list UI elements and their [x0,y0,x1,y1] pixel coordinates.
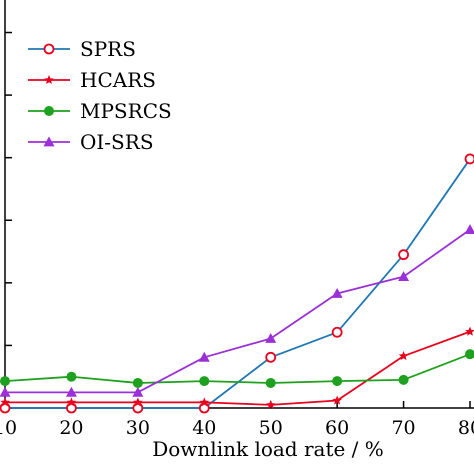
data-point [132,377,143,388]
data-point [265,351,277,363]
data-point [332,395,342,405]
data-point [398,271,410,281]
series-line [4,353,471,384]
data-point [331,326,343,338]
data-point [44,75,54,85]
data-point [265,377,276,388]
x-tick-label: 60 [325,417,349,439]
x-tick-label: 20 [59,417,83,439]
legend-label: SPRS [80,37,136,61]
data-point [0,386,11,397]
data-point [332,376,343,387]
data-point [198,351,210,362]
data-point [331,287,343,298]
legend-item: OI-SRS [28,130,154,154]
data-point [0,376,10,387]
legend-label: MPSRCS [80,99,172,123]
data-point [464,224,474,235]
data-point [464,153,474,165]
data-point [133,397,143,407]
series-mpsrcs [0,349,474,388]
data-point [0,402,11,414]
legend: SPRS HCARS MPSRCS OI-SRS [28,37,172,154]
data-point [398,374,409,385]
series-layer [0,153,474,414]
legend-label: HCARS [80,68,156,92]
legend-item: HCARS [28,68,156,92]
x-tick-label: 80 [458,417,474,439]
x-tick-label: 70 [391,417,415,439]
data-point [265,333,277,343]
data-point [43,136,55,147]
x-tick-label: 10 [0,417,17,439]
data-point [398,249,409,261]
series-line [5,228,471,394]
series-oi-srs [0,224,474,397]
data-point [198,402,210,414]
data-point [199,376,210,387]
data-point [44,106,54,116]
data-point [66,402,77,414]
data-point [398,351,409,361]
legend-item: MPSRCS [28,99,172,123]
data-point [43,43,55,55]
legend-label: OI-SRS [80,130,154,154]
data-point [199,397,210,407]
data-point [265,399,276,409]
series-line [5,158,471,409]
data-point [132,386,144,397]
x-tick-label: 40 [192,417,216,439]
data-point [66,397,77,407]
data-point [132,402,144,414]
data-point [65,386,77,397]
x-axis-label: Downlink load rate / % [152,437,384,461]
data-point [0,397,10,407]
legend-item: SPRS [28,37,136,61]
axes: 10 20 30 40 50 60 70 80 [0,0,474,439]
series-line [5,330,471,406]
series-hcars [0,326,474,409]
data-point [465,326,474,336]
x-tick-label: 50 [259,417,283,439]
x-tick-label: 30 [126,417,150,439]
data-point [66,371,77,382]
data-point [465,349,474,360]
